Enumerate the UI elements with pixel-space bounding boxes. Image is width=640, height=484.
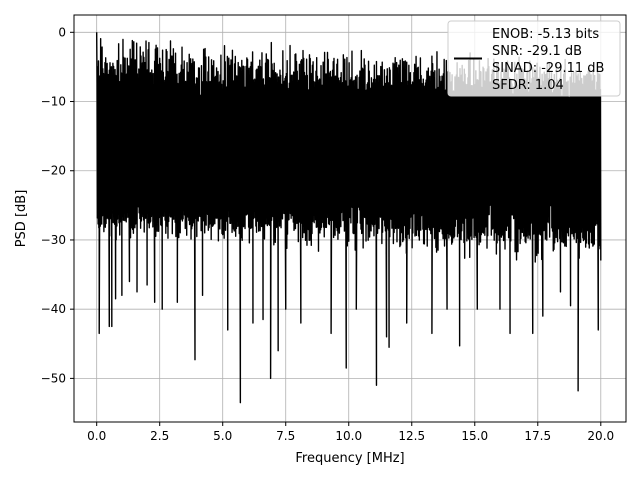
y-tick-label: −30 [41,233,66,247]
y-axis-ticks: 0 −10 −20 −30 −40 −50 [41,25,74,385]
legend-box [447,20,621,97]
x-tick-label: 2.5 [150,429,169,443]
y-tick-label: −50 [41,371,66,385]
x-axis-label: Frequency [MHz] [295,451,404,466]
plot-area [95,32,602,404]
y-tick-label: −20 [41,164,66,178]
y-tick-label: −10 [41,95,66,109]
legend-snr: SNR: -29.1 dB [492,44,582,59]
y-tick-label: −40 [41,302,66,316]
x-tick-label: 5.0 [213,429,232,443]
axes-frame [73,14,627,423]
legend: ENOB: -5.13 bits SNR: -29.1 dB SINAD: -2… [447,20,621,97]
x-tick-label: 0.0 [87,429,106,443]
legend-sfdr: SFDR: 1.04 [492,78,564,93]
y-tick-label: 0 [58,25,66,39]
y-axis-label: PSD [dB] [14,190,29,248]
psd-series-line [95,32,602,404]
x-tick-label: 12.5 [398,429,425,443]
x-tick-label: 17.5 [524,429,551,443]
x-tick-label: 20.0 [587,429,614,443]
x-axis-ticks: 0.0 2.5 5.0 7.5 10.0 12.5 15.0 17.5 20.0 [87,422,614,443]
x-tick-label: 15.0 [461,429,488,443]
x-tick-label: 7.5 [276,429,295,443]
legend-sinad: SINAD: -29.11 dB [492,61,604,76]
x-tick-label: 10.0 [335,429,362,443]
legend-enob: ENOB: -5.13 bits [492,27,599,42]
